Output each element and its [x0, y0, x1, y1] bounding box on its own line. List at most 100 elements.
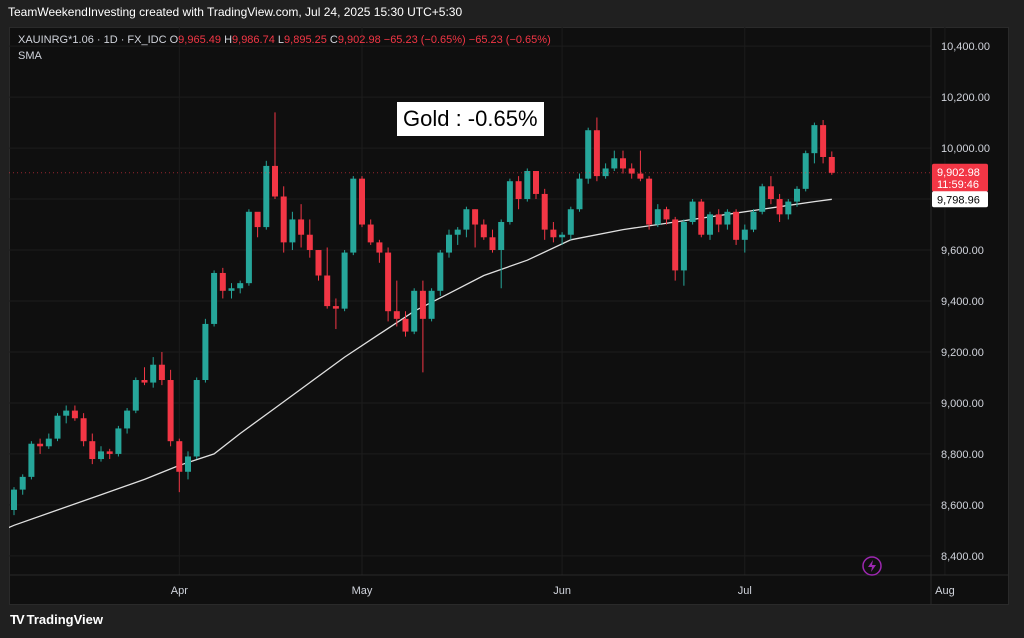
change-value-2: −65.23 (−0.65%) [468, 34, 551, 46]
candle-body [315, 250, 322, 276]
sma-series [9, 198, 832, 529]
candle-body [602, 168, 609, 177]
candle [280, 186, 287, 253]
candle-body [524, 171, 531, 200]
candle [593, 117, 600, 182]
candle-body [245, 211, 252, 284]
candle [585, 127, 592, 184]
tradingview-brand[interactable]: TV TradingView [10, 612, 103, 627]
candle-body [63, 410, 70, 416]
price-chart[interactable]: 8,400.00 8,600.00 8,800.00 9,000.00 9,200.00… [9, 27, 1009, 605]
x-tick-label: Aug [935, 585, 955, 597]
candle [480, 219, 487, 240]
candle-body [811, 125, 818, 154]
candle-body [193, 380, 200, 457]
lightning-icon-ring [862, 556, 882, 576]
candle-body [576, 178, 583, 210]
x-tick-label: Apr [171, 585, 188, 597]
candle [411, 288, 418, 335]
candle [463, 206, 470, 238]
sma-price-value: 9,798.96 [937, 194, 980, 206]
candles [11, 112, 835, 516]
y-tick-label: 8,400.00 [941, 551, 984, 563]
candle-body [280, 196, 287, 243]
sma-price-tag [932, 191, 988, 208]
candle [80, 413, 87, 447]
candle-body [124, 410, 131, 429]
candle-body [593, 130, 600, 177]
candle [28, 441, 35, 480]
candle-body [672, 219, 679, 271]
candle-body [367, 224, 374, 243]
candle-body [11, 489, 17, 511]
candle [211, 270, 218, 327]
candle [446, 229, 452, 258]
candle-body [437, 252, 444, 291]
candle-body [115, 428, 122, 454]
candle-body [80, 418, 87, 442]
candle [11, 487, 17, 516]
y-tick-label: 10,000.00 [941, 143, 990, 155]
tradingview-logo-icon: TV [10, 612, 25, 627]
candle [385, 247, 392, 322]
candle-body [385, 252, 392, 312]
candle [272, 112, 278, 200]
candle [715, 209, 722, 233]
candle [393, 280, 400, 327]
candle-body [289, 219, 296, 243]
flash-button[interactable] [862, 556, 882, 576]
sma-line [9, 198, 832, 529]
candle [794, 186, 800, 207]
candle [167, 369, 174, 447]
candle [428, 288, 435, 322]
candle [567, 206, 574, 240]
candle-body [419, 290, 426, 319]
x-tick-label: Jul [738, 585, 752, 597]
candle-body [680, 221, 687, 271]
candle-body [533, 171, 539, 194]
change-value: −65.23 (−0.65%) [383, 34, 466, 46]
symbol-name[interactable]: XAUINRG*1.06 · 1D · FX_IDC [18, 34, 167, 46]
candle [54, 413, 61, 442]
candle-body [98, 451, 104, 460]
candle-body [185, 456, 191, 472]
candle-body [219, 272, 226, 291]
sma-indicator-label[interactable]: SMA [18, 50, 42, 62]
candle-body [54, 415, 61, 439]
last-price-value: 9,902.98 [937, 167, 980, 179]
y-tick-label: 9,000.00 [941, 398, 984, 410]
candle [533, 171, 539, 200]
candle-body [628, 168, 635, 174]
candle [124, 408, 131, 434]
candle [654, 204, 661, 228]
countdown-value: 11:59:46 [937, 179, 979, 191]
candle-body [489, 237, 496, 251]
candle [350, 176, 357, 256]
candle-body [541, 193, 548, 230]
candle-body [263, 165, 270, 228]
y-tick-label: 8,800.00 [941, 449, 984, 461]
axes: 8,400.00 8,600.00 8,800.00 9,000.00 9,200.00… [9, 27, 1009, 605]
candle-body [71, 410, 78, 419]
candle-body [480, 224, 487, 238]
candle-body [254, 211, 261, 228]
candle-body [19, 476, 26, 490]
candle-body [45, 438, 52, 447]
candle [98, 446, 104, 462]
candle-body [341, 252, 348, 309]
candle [559, 232, 566, 245]
candle-body [767, 186, 774, 200]
candle-body [698, 201, 705, 235]
candle-body [585, 130, 592, 179]
candle [576, 173, 583, 212]
candle-body [707, 214, 713, 235]
candle [89, 433, 96, 465]
candle-body [733, 211, 740, 240]
candle-body [359, 178, 365, 225]
candle [419, 280, 426, 373]
candle-body [176, 441, 183, 472]
candle-body [411, 290, 418, 332]
candle-body [715, 214, 722, 225]
candle-body [393, 311, 400, 319]
